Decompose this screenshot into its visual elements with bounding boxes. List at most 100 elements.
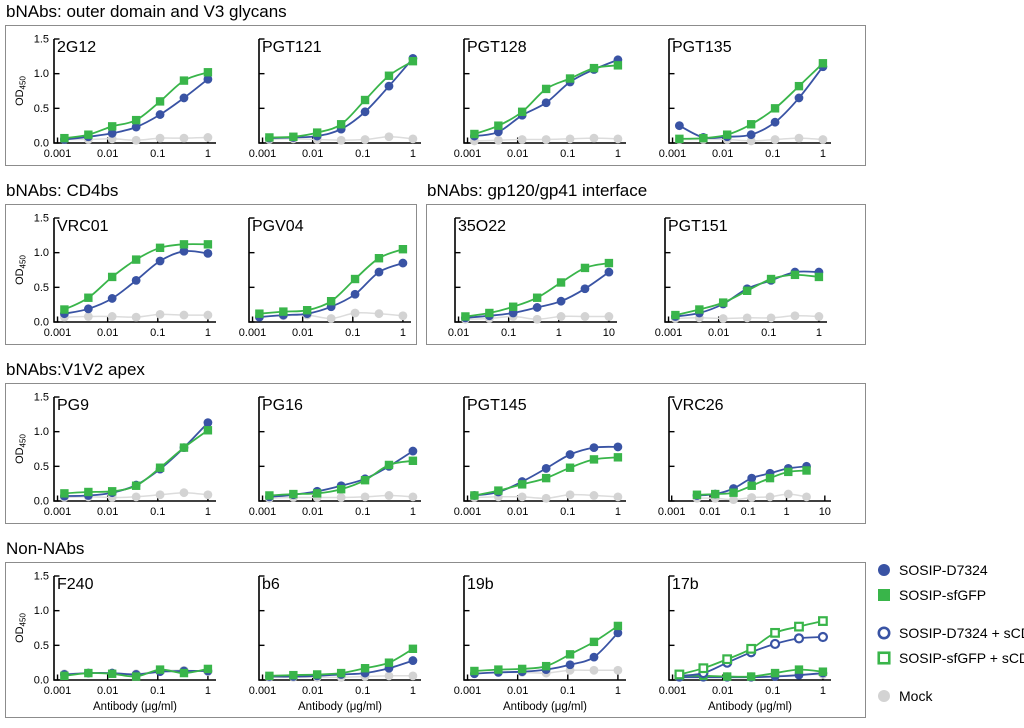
section-box: 0.0 0.5 1.0 1.5 0.001 0.01 0.1 1 PG9 OD450 0.001 0.… <box>5 383 866 524</box>
svg-text:0.0: 0.0 <box>34 317 49 329</box>
svg-text:1: 1 <box>783 506 789 518</box>
svg-text:1: 1 <box>556 327 562 339</box>
panel-2g12: 0.0 0.5 1.0 1.5 0.001 0.01 0.1 1 2G12 OD450 <box>14 34 216 160</box>
panel-pgt128: 0.001 0.01 0.1 1 PGT128 <box>454 38 626 160</box>
svg-text:1.0: 1.0 <box>34 247 49 259</box>
svg-text:0.001: 0.001 <box>454 685 482 697</box>
svg-text:0.001: 0.001 <box>454 506 482 518</box>
svg-text:0.1: 0.1 <box>765 148 780 160</box>
panel-pgt145: 0.001 0.01 0.1 1 PGT145 <box>454 396 626 518</box>
svg-text:1.5: 1.5 <box>34 34 49 46</box>
legend-label: Mock <box>899 687 933 704</box>
svg-text:1: 1 <box>820 148 826 160</box>
svg-text:0.01: 0.01 <box>302 148 323 160</box>
svg-text:0.01: 0.01 <box>712 148 733 160</box>
figure-row: bNAbs: CD4bs 0.0 0.5 1.0 1.5 0.001 0.01 0.1 1 VRC… <box>5 181 1024 345</box>
svg-text:0.01: 0.01 <box>97 685 118 697</box>
svg-text:0.5: 0.5 <box>34 640 49 652</box>
svg-text:1.0: 1.0 <box>34 426 49 438</box>
panel-title: PGT135 <box>672 39 732 56</box>
svg-text:0.1: 0.1 <box>560 506 575 518</box>
panel-title: VRC26 <box>672 397 724 414</box>
svg-text:1: 1 <box>615 506 621 518</box>
legend-item-sosip-sfgfp-scd4: SOSIP-sfGFP + sCD4 <box>875 645 1024 670</box>
svg-text:0.001: 0.001 <box>44 148 72 160</box>
figure-row: Non-NAbs 0.0 0.5 1.0 1.5 0.001 0.01 0.1 1 F240 OD4… <box>5 539 1024 718</box>
svg-text:0.01: 0.01 <box>712 685 733 697</box>
svg-text:0.1: 0.1 <box>741 506 756 518</box>
panel-title: b6 <box>262 576 280 593</box>
panel-title: 19b <box>467 576 494 593</box>
panel-pg16: 0.001 0.01 0.1 1 PG16 <box>249 396 421 518</box>
svg-text:1.0: 1.0 <box>34 68 49 80</box>
svg-text:1: 1 <box>400 327 406 339</box>
panel-17b: 0.001 0.01 0.1 1 17b Antibody (μg/ml) <box>659 575 831 713</box>
svg-text:0.001: 0.001 <box>249 685 277 697</box>
panel-19b: 0.001 0.01 0.1 1 19b Antibody (μg/ml) <box>454 575 626 713</box>
section-bnabs-v1v2-apex: bNAbs:V1V2 apex 0.0 0.5 1.0 1.5 0.001 0.01 0.1 1… <box>5 360 866 524</box>
svg-text:0.01: 0.01 <box>97 327 118 339</box>
legend-item-mock: Mock <box>875 683 1024 708</box>
section-box: 0.0 0.5 1.0 1.5 0.001 0.01 0.1 1 2G12 OD450 0.001 0… <box>5 25 866 166</box>
svg-text:0.1: 0.1 <box>501 327 516 339</box>
svg-text:1.0: 1.0 <box>34 605 49 617</box>
svg-text:0.01: 0.01 <box>302 685 323 697</box>
section-title: bNAbs:V1V2 apex <box>6 360 145 379</box>
x-axis-label: Antibody (μg/ml) <box>93 701 177 713</box>
svg-text:0.001: 0.001 <box>44 685 72 697</box>
svg-text:0.001: 0.001 <box>249 148 277 160</box>
svg-text:0.1: 0.1 <box>355 148 370 160</box>
svg-text:0.1: 0.1 <box>150 148 165 160</box>
section-bnabs-cd4bs: bNAbs: CD4bs 0.0 0.5 1.0 1.5 0.001 0.01 0.1 1 VRC… <box>5 181 417 345</box>
svg-text:1: 1 <box>410 506 416 518</box>
svg-text:0.001: 0.001 <box>44 327 72 339</box>
legend-label: SOSIP-sfGFP <box>899 586 987 603</box>
panel-title: 2G12 <box>57 39 96 56</box>
panel-title: 35O22 <box>458 218 506 235</box>
svg-text:0.01: 0.01 <box>448 327 469 339</box>
svg-text:0.0: 0.0 <box>34 138 49 150</box>
panel-pgt121: 0.001 0.01 0.1 1 PGT121 <box>249 38 421 160</box>
panel-b6: 0.001 0.01 0.1 1 b6 Antibody (μg/ml) <box>249 575 421 713</box>
svg-text:0.001: 0.001 <box>44 506 72 518</box>
svg-text:0.5: 0.5 <box>34 461 49 473</box>
section-title: bNAbs: gp120/gp41 interface <box>427 181 648 200</box>
svg-text:0.01: 0.01 <box>97 148 118 160</box>
svg-text:1: 1 <box>410 148 416 160</box>
section-non-nabs: Non-NAbs 0.0 0.5 1.0 1.5 0.001 0.01 0.1 1 F240 OD4… <box>5 539 866 718</box>
panel-title: PGV04 <box>252 218 304 235</box>
panel-title: PG9 <box>57 397 89 414</box>
panel-title: PGT121 <box>262 39 322 56</box>
svg-text:0.01: 0.01 <box>507 148 528 160</box>
legend-item-sosip-sfgfp: SOSIP-sfGFP <box>875 582 1024 607</box>
section-title: bNAbs: CD4bs <box>6 181 119 200</box>
section-box: 0.01 0.1 1 10 35O22 0.001 0.01 0.1 1 PGT151 <box>426 204 866 345</box>
svg-text:1: 1 <box>205 148 211 160</box>
section-bnabs-gp120-gp41-interface: bNAbs: gp120/gp41 interface 0.01 0.1 1 10 35O… <box>426 181 866 345</box>
legend-label: SOSIP-D7324 <box>899 561 988 578</box>
legend-item-sosip-d7324: SOSIP-D7324 <box>875 557 1024 582</box>
section-box: 0.0 0.5 1.0 1.5 0.001 0.01 0.1 1 F240 OD450 Antibo… <box>5 562 866 718</box>
svg-text:0.0: 0.0 <box>34 496 49 508</box>
svg-text:0.1: 0.1 <box>150 506 165 518</box>
svg-text:0.01: 0.01 <box>97 506 118 518</box>
svg-text:0.01: 0.01 <box>507 506 528 518</box>
panel-title: PGT128 <box>467 39 527 56</box>
svg-text:1: 1 <box>205 685 211 697</box>
y-axis-label: OD450 <box>14 255 28 285</box>
elisa-binding-figure: bNAbs: outer domain and V3 glycans 0.0 0.5… <box>5 2 1024 718</box>
section-title: bNAbs: outer domain and V3 glycans <box>6 2 287 21</box>
section-box: 0.0 0.5 1.0 1.5 0.001 0.01 0.1 1 VRC01 OD450 0.001… <box>5 204 417 345</box>
panel-pgv04: 0.001 0.01 0.1 1 PGV04 <box>239 217 411 339</box>
legend-label: SOSIP-D7324 + sCD4 <box>899 624 1024 641</box>
panel-35o22: 0.01 0.1 1 10 35O22 <box>448 217 617 339</box>
legend-label: SOSIP-sfGFP + sCD4 <box>899 649 1024 666</box>
svg-text:0.01: 0.01 <box>302 506 323 518</box>
svg-text:0.1: 0.1 <box>765 685 780 697</box>
svg-text:0.001: 0.001 <box>454 148 482 160</box>
legend: SOSIP-D7324 SOSIP-sfGFP SOSIP-D7324 + sCD4… <box>875 539 1024 708</box>
panel-vrc26: 0.001 0.01 0.1 1 10 VRC26 <box>658 396 831 518</box>
svg-text:0.001: 0.001 <box>239 327 267 339</box>
open-circle-marker-icon <box>877 626 891 639</box>
svg-text:0.001: 0.001 <box>659 685 687 697</box>
